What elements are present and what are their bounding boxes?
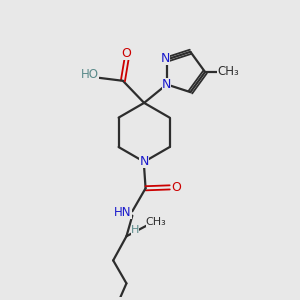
Text: N: N [140,155,149,168]
Text: O: O [171,181,181,194]
Text: HN: HN [114,206,132,219]
Text: N: N [162,78,171,91]
Text: H: H [130,225,139,236]
Text: CH₃: CH₃ [146,217,166,227]
Text: HO: HO [81,68,99,81]
Text: CH₃: CH₃ [217,65,239,79]
Text: O: O [122,47,131,60]
Text: N: N [160,52,170,65]
